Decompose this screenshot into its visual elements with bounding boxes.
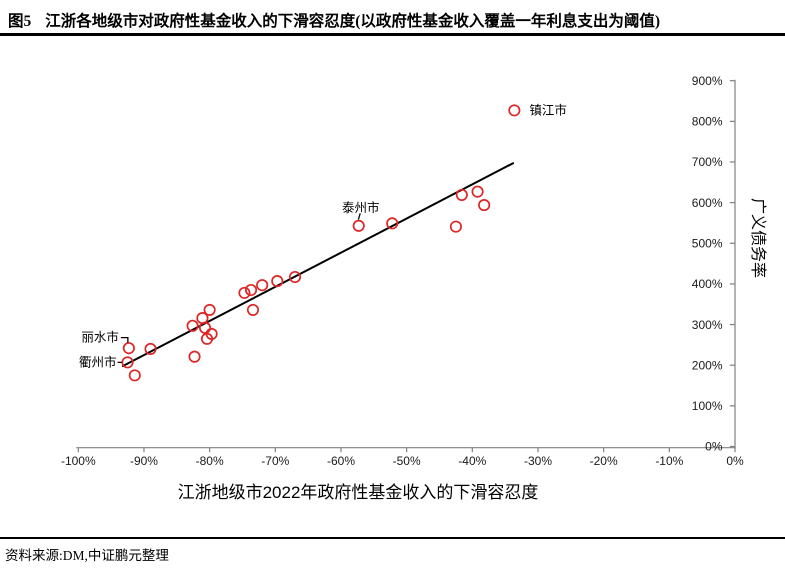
data-point (238, 286, 251, 299)
x-tick-label: -40% (458, 454, 486, 468)
y-tick-label: 300% (692, 318, 723, 332)
data-point (121, 356, 134, 369)
title-divider (0, 33, 785, 36)
data-point (203, 303, 216, 316)
y-tick-label: 500% (692, 236, 723, 250)
data-point (122, 342, 135, 355)
point-label: 丽水市 (81, 330, 119, 345)
point-label: 衢州市 (79, 355, 117, 370)
data-point (288, 270, 302, 284)
data-point (144, 342, 157, 356)
source-divider (0, 537, 785, 539)
point-label: 镇江市 (529, 103, 567, 118)
data-point (246, 303, 260, 316)
data-point (186, 319, 199, 332)
data-point (471, 185, 484, 198)
trend-line (121, 162, 515, 368)
x-tick-label: -100% (61, 454, 96, 468)
data-point (198, 321, 212, 334)
x-tick-label: -50% (393, 454, 421, 468)
y-tick-label: 600% (692, 196, 723, 210)
x-tick-label: 0% (726, 454, 744, 468)
y-tick-label: 400% (692, 277, 723, 291)
y-tick-label: 900% (692, 74, 723, 88)
x-tick-label: -20% (590, 454, 618, 468)
y-tick-label: 200% (692, 358, 723, 372)
y-tick-label: 800% (692, 115, 723, 129)
y-tick-label: 100% (692, 399, 723, 413)
data-point (508, 104, 521, 117)
figure-title: 江浙各地级市对政府性基金收入的下滑容忍度(以政府性基金收入覆盖一年利息支出为阈值… (45, 13, 661, 30)
data-point (386, 217, 399, 230)
label-leader (357, 213, 361, 220)
data-point (455, 188, 468, 201)
data-point (449, 220, 462, 233)
data-point (244, 283, 258, 297)
data-point (205, 327, 218, 340)
data-point (128, 369, 141, 382)
x-tick-label: -70% (261, 454, 289, 468)
figure-number: 图5 (8, 13, 32, 30)
x-tick-label: -80% (196, 454, 224, 468)
label-leader (120, 336, 129, 343)
source-note: 资料来源:DM,中证鹏元整理 (5, 548, 169, 563)
data-point (271, 275, 284, 288)
x-tick-label: -30% (524, 454, 552, 468)
y-tick-label: 700% (692, 155, 723, 169)
y-axis-title: 广义债务率 (749, 198, 767, 278)
data-point (256, 279, 269, 292)
point-label: 泰州市 (342, 200, 380, 215)
y-tick-label: 0% (705, 440, 723, 454)
data-point (188, 350, 201, 363)
figure-header: 图5 江浙各地级市对政府性基金收入的下滑容忍度(以政府性基金收入覆盖一年利息支出为… (8, 9, 781, 31)
data-point (478, 199, 491, 212)
x-tick-label: -90% (130, 454, 158, 468)
x-tick-label: -10% (655, 454, 683, 468)
x-axis-title: 江浙地级市2022年政府性基金收入的下滑容忍度 (178, 483, 539, 502)
data-point (352, 219, 365, 232)
x-tick-label: -60% (327, 454, 355, 468)
